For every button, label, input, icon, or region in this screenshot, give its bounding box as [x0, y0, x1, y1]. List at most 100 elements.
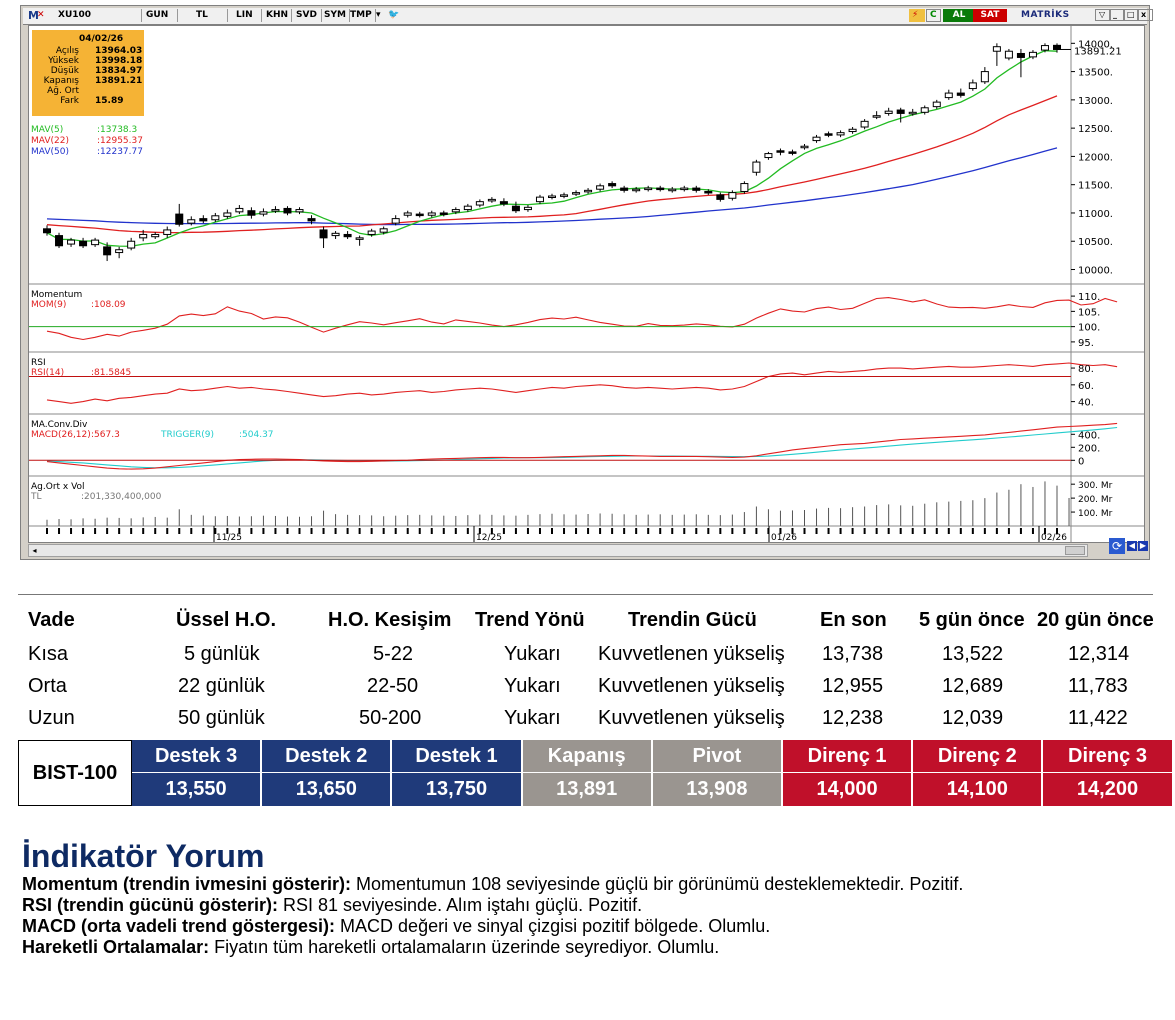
candle-body	[980, 71, 989, 83]
date-tick	[1043, 528, 1046, 534]
date-tick	[430, 528, 433, 534]
candle-body	[379, 228, 388, 233]
date-tick	[851, 528, 854, 534]
candle-body	[43, 228, 51, 234]
date-tick	[947, 528, 950, 534]
price-tick-label: 10000.	[1078, 266, 1113, 277]
panel-title: Momentum	[31, 290, 82, 300]
rsi-line	[46, 362, 1118, 404]
panel-series-value: :567.3	[91, 430, 120, 440]
candle-body	[908, 111, 917, 115]
commentary-text: Fiyatın tüm hareketli ortalamaların üzer…	[209, 937, 720, 957]
sym-button[interactable]: SYM	[321, 9, 350, 22]
table-top-rule	[18, 594, 1153, 595]
date-tick	[382, 528, 385, 534]
cell-en-son: 12,238	[822, 707, 884, 729]
candle-body	[415, 213, 424, 217]
date-tick	[743, 528, 746, 534]
twitter-icon[interactable]: 🐦	[388, 10, 400, 20]
commentary-moving-averages: Hareketli Ortalamalar: Fiyatın tüm harek…	[22, 937, 1152, 958]
panel-title: Ag.Ort x Vol	[31, 482, 85, 492]
candle-body	[872, 115, 881, 118]
candle-body	[199, 218, 208, 222]
date-tick	[130, 528, 133, 534]
cell-trend-yonu: Yukarı	[504, 707, 561, 729]
prev-arrow-icon[interactable]: ◀	[1127, 541, 1137, 551]
tmp-button[interactable]: TMP	[347, 9, 376, 22]
close-chart-icon[interactable]: ✕	[37, 10, 45, 20]
sell-button[interactable]: SAT	[973, 9, 1007, 22]
cell-ussel-ho: 50 günlük	[178, 707, 265, 729]
level-value-5: 13,908	[652, 773, 781, 806]
period-button[interactable]: GUN	[143, 9, 178, 22]
date-tick	[659, 528, 662, 534]
date-tick	[755, 528, 758, 534]
cell-5-gun-once: 12,039	[942, 707, 1004, 729]
candle-body	[1053, 44, 1061, 50]
candle-body	[584, 189, 593, 193]
currency-button[interactable]: TL	[193, 9, 228, 22]
refresh-icon[interactable]: ⟳	[1109, 538, 1125, 554]
cell-ho-kesisim: 22-50	[367, 675, 419, 697]
candle-body	[523, 206, 532, 211]
info-label: Kapanış	[44, 76, 80, 86]
svd-button[interactable]: SVD	[293, 9, 322, 22]
candle-body	[788, 151, 797, 154]
price-tick-label: 14000.	[1078, 39, 1113, 50]
linear-scale-button[interactable]: LIN	[233, 9, 262, 22]
info-label: Fark	[60, 96, 80, 106]
date-tick	[418, 528, 421, 534]
date-tick	[779, 528, 782, 534]
info-value: 13998.18	[95, 56, 142, 66]
date-tick	[262, 528, 265, 534]
date-tick	[815, 528, 818, 534]
date-tick	[478, 528, 481, 534]
c-button[interactable]: C	[926, 9, 941, 22]
scroll-thumb[interactable]	[1065, 546, 1085, 555]
next-arrow-icon[interactable]: ▶	[1138, 541, 1148, 551]
header-ho-kesisim: H.O. Kesişim	[328, 609, 452, 631]
level-label-5: Pivot	[652, 740, 781, 772]
candle-body	[680, 187, 689, 191]
horizontal-scrollbar[interactable]: ◂	[28, 544, 1088, 557]
date-tick	[1056, 528, 1058, 534]
header-vade: Vade	[28, 609, 75, 631]
candle-body	[511, 205, 520, 212]
rsi-tick-label: 60.	[1078, 381, 1094, 392]
minimize-icon[interactable]: _	[1109, 9, 1125, 21]
matriks-brand: MATRİKS	[1021, 10, 1070, 20]
candle-body	[283, 207, 292, 214]
info-value: 13834.97	[95, 66, 142, 76]
close-window-icon[interactable]: x	[1137, 9, 1153, 21]
chart-area[interactable]: 10000. 10500. 11000. 11500. 12000. 12500. 1300…	[28, 25, 1145, 543]
date-tick	[106, 528, 109, 534]
cell-trend-yonu: Yukarı	[504, 675, 561, 697]
commentary-text: Momentumun 108 seviyesinde güçlü bir gör…	[351, 874, 964, 894]
maximize-icon[interactable]: □	[1123, 9, 1139, 21]
header-en-son: En son	[820, 609, 887, 631]
candle-body	[271, 209, 280, 212]
dropdown-arrow-icon[interactable]: ▾	[376, 10, 381, 20]
buy-button[interactable]: AL	[943, 9, 975, 22]
date-tick	[166, 528, 169, 534]
khn-button[interactable]: KHN	[263, 9, 292, 22]
cell-vade: Uzun	[28, 707, 75, 729]
date-tick	[563, 528, 566, 534]
date-tick	[983, 528, 986, 534]
lightning-icon[interactable]: ⚡	[909, 9, 925, 22]
date-tick	[202, 528, 205, 534]
symbol-field[interactable]: XU100	[55, 9, 142, 22]
candle-body	[367, 230, 376, 235]
level-value-3: 13,750	[392, 773, 521, 806]
momentum-line	[46, 297, 1118, 341]
ma-legend-label: MAV(5)	[31, 125, 63, 135]
candle-body	[704, 190, 713, 194]
level-value-1: 13,550	[132, 773, 261, 806]
chart-svg[interactable]: 10000. 10500. 11000. 11500. 12000. 12500. 1300…	[29, 26, 1144, 543]
menu-icon[interactable]: ▽	[1095, 9, 1111, 21]
cell-vade: Kısa	[28, 643, 69, 665]
scroll-left-icon[interactable]: ◂	[32, 546, 37, 555]
candle-body	[475, 201, 484, 206]
cell-trendin-gucu: Kuvvetlenen yükseliş	[598, 707, 785, 729]
volume-tick-label: 300. Mr	[1078, 481, 1113, 491]
